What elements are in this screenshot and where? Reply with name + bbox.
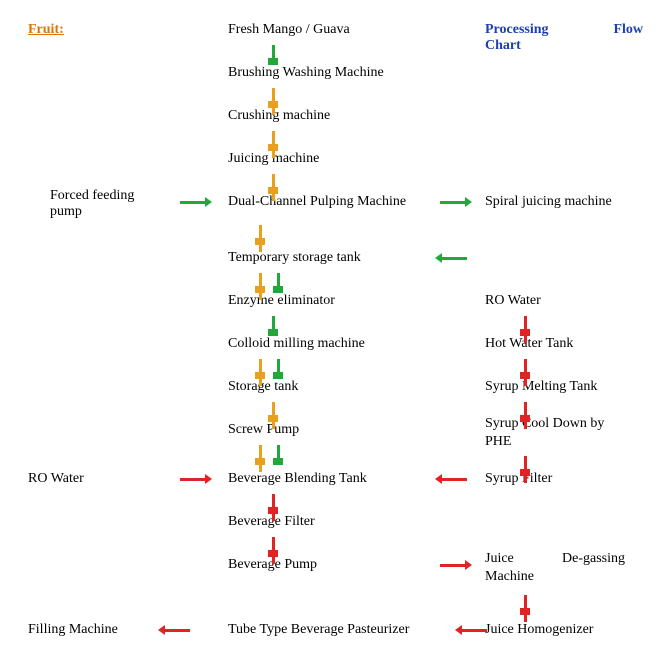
arrow-n5-r1-16 <box>465 197 472 207</box>
node-r8: Juice Homogenizer <box>485 622 593 638</box>
arrow-n2-n3-1 <box>268 88 278 95</box>
node-r7c: Machine <box>485 569 534 585</box>
arrow-r3-r4-19 <box>520 359 530 366</box>
arrow-r6-n11-23 <box>435 474 442 484</box>
arrow-n1-n2-0 <box>268 45 278 52</box>
arrow-n8-n9-9 <box>273 359 283 366</box>
node-r3: Hot Water Tank <box>485 336 573 352</box>
arrow-n12-n13-14 <box>268 537 278 544</box>
arrow-n13-r7-24 <box>465 560 472 570</box>
title-fruit: Fruit: <box>28 22 64 38</box>
title-processing-flow-chart: ProcessingFlowChart <box>485 22 643 54</box>
node-r2: RO Water <box>485 293 541 309</box>
arrow-n6-n7-5 <box>255 273 265 280</box>
node-n14: Tube Type Beverage Pasteurizer <box>228 622 409 638</box>
arrow-n6-n7-6 <box>273 273 283 280</box>
node-r5a: Syrup Cool Down by <box>485 416 604 432</box>
arrow-r1-n6-17 <box>435 253 442 263</box>
arrow-n8-n9-8 <box>255 359 265 366</box>
node-l1: Forced feeding pump <box>50 188 160 220</box>
node-n11: Beverage Blending Tank <box>228 471 367 487</box>
node-n2: Brushing Washing Machine <box>228 65 384 81</box>
node-r7a: Juice <box>485 551 514 567</box>
node-n8: Colloid milling machine <box>228 336 365 352</box>
arrow-n5-n6-4 <box>255 225 265 232</box>
arrow-n7-n8-7 <box>268 316 278 323</box>
arrow-r5-r6-21 <box>520 456 530 463</box>
node-l3: Filling Machine <box>28 622 118 638</box>
arrow-n3-n4-2 <box>268 131 278 138</box>
node-n5: Dual-Channel Pulping Machine <box>228 194 406 210</box>
node-r5b: PHE <box>485 434 511 450</box>
arrow-l2-n11-22 <box>205 474 212 484</box>
node-n10: Screw Pump <box>228 422 299 438</box>
arrow-n11-n12-13 <box>268 494 278 501</box>
node-n6: Temporary storage tank <box>228 250 361 266</box>
node-n7: Enzyme eliminator <box>228 293 335 309</box>
node-r4: Syrup Melting Tank <box>485 379 597 395</box>
arrow-r8-n14-26 <box>455 625 462 635</box>
flowchart-canvas: Fruit: ProcessingFlowChart Fresh Mango / G… <box>10 10 646 640</box>
node-n9: Storage tank <box>228 379 298 395</box>
node-l2: RO Water <box>28 471 84 487</box>
arrow-n9-n10-10 <box>268 402 278 409</box>
node-n1: Fresh Mango / Guava <box>228 22 350 38</box>
node-r7b: De-gassing <box>562 551 625 567</box>
arrow-r7-r8-25 <box>520 595 530 602</box>
arrow-r4-r5-20 <box>520 402 530 409</box>
arrow-n10-n11-11 <box>255 445 265 452</box>
node-n3: Crushing machine <box>228 108 330 124</box>
arrow-n10-n11-12 <box>273 445 283 452</box>
node-r6: Syrup Filter <box>485 471 552 487</box>
arrow-n4-n5-3 <box>268 174 278 181</box>
arrow-r2-r3-18 <box>520 316 530 323</box>
arrow-n14-l3-27 <box>158 625 165 635</box>
arrow-l1-n5-15 <box>205 197 212 207</box>
node-r1: Spiral juicing machine <box>485 194 612 210</box>
